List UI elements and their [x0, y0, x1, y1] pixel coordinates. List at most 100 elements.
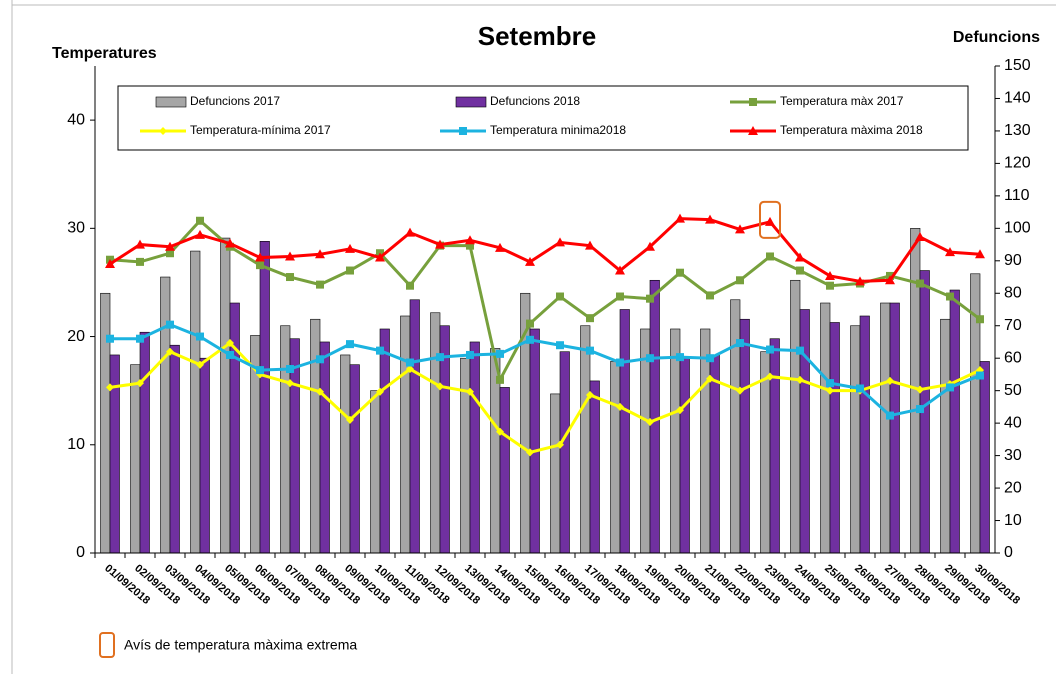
line-marker	[346, 266, 354, 275]
bar	[559, 351, 570, 554]
line-marker	[286, 365, 294, 374]
bar	[319, 341, 330, 554]
line-marker	[285, 251, 295, 261]
line-marker	[766, 345, 774, 354]
line-marker	[706, 291, 714, 300]
line-marker	[555, 237, 565, 247]
bar	[850, 325, 861, 554]
line-marker	[645, 241, 655, 251]
line-marker	[466, 241, 474, 250]
line-marker	[766, 252, 774, 261]
line-marker	[406, 281, 414, 290]
bar	[139, 331, 150, 554]
bar	[679, 357, 690, 554]
line-marker	[795, 252, 805, 262]
line-marker	[256, 261, 264, 270]
bar	[400, 315, 411, 554]
line-marker	[646, 294, 654, 303]
line-marker	[615, 265, 625, 275]
y2-tick-label: 110	[1004, 187, 1030, 204]
y2-tick-label: 20	[1004, 479, 1022, 496]
y2-tick-label: 30	[1004, 447, 1022, 464]
line-marker	[646, 418, 654, 427]
line-marker	[646, 354, 654, 363]
line-marker	[225, 238, 235, 248]
bar	[469, 341, 480, 554]
bar	[109, 354, 120, 554]
line-marker	[675, 213, 685, 223]
line-marker	[916, 279, 924, 288]
line-marker	[166, 249, 174, 258]
line-marker	[316, 387, 324, 396]
bar	[190, 250, 201, 554]
line-marker	[586, 390, 594, 399]
line-marker	[736, 276, 744, 285]
line-marker	[946, 292, 954, 301]
bar	[100, 292, 111, 554]
y2-tick-label: 120	[1004, 155, 1031, 172]
line-marker	[466, 350, 474, 359]
y2-tick-label: 40	[1004, 414, 1022, 431]
line-marker	[406, 365, 414, 374]
line-marker	[886, 411, 894, 420]
line-marker	[826, 281, 834, 290]
bar	[889, 302, 900, 554]
line-marker	[796, 375, 804, 384]
line-marker	[735, 224, 745, 234]
bar	[790, 279, 801, 554]
line-marker	[616, 292, 624, 301]
legend-label: Defuncions 2018	[490, 94, 580, 108]
legend-marker	[159, 127, 167, 135]
y-tick-label: 40	[67, 111, 85, 128]
bar	[949, 289, 960, 554]
line-marker	[345, 243, 355, 253]
line-marker	[676, 268, 684, 277]
legend-swatch	[455, 96, 487, 108]
line-marker	[556, 341, 564, 350]
bar	[829, 322, 840, 554]
line-marker	[976, 315, 984, 324]
line-marker	[106, 334, 114, 343]
bar	[580, 325, 591, 554]
line-marker	[136, 257, 144, 266]
line-marker	[945, 247, 955, 257]
bar	[310, 318, 321, 554]
bar	[640, 328, 651, 554]
line-marker	[435, 239, 445, 249]
line-marker	[496, 349, 504, 358]
line-marker	[375, 252, 385, 262]
bar	[670, 328, 681, 554]
bar	[370, 390, 381, 554]
bar	[649, 279, 660, 554]
bar	[340, 354, 351, 554]
line-marker	[525, 256, 535, 266]
line-marker	[886, 376, 894, 385]
line-marker	[316, 280, 324, 289]
line-marker	[255, 252, 265, 262]
line-marker	[765, 216, 775, 226]
bar	[130, 364, 141, 554]
y-tick-label: 30	[67, 220, 85, 237]
line-marker	[495, 242, 505, 252]
y2-tick-label: 150	[1004, 57, 1031, 74]
line-marker	[705, 214, 715, 224]
chart-title: Setembre	[478, 21, 597, 51]
y2-tick-label: 60	[1004, 349, 1022, 366]
bar	[349, 364, 360, 554]
y2-tick-label: 50	[1004, 382, 1022, 399]
bar	[709, 354, 720, 554]
bar	[460, 357, 471, 554]
line-marker	[226, 339, 234, 348]
line-marker	[916, 385, 924, 394]
bar	[979, 361, 990, 554]
legend-marker	[459, 127, 467, 135]
line-marker	[556, 292, 564, 301]
line-marker	[975, 249, 985, 259]
line-marker	[315, 249, 325, 259]
line-marker	[586, 314, 594, 323]
line-marker	[616, 402, 624, 411]
line-marker	[196, 216, 204, 225]
bar	[409, 299, 420, 554]
line-series	[109, 218, 981, 385]
